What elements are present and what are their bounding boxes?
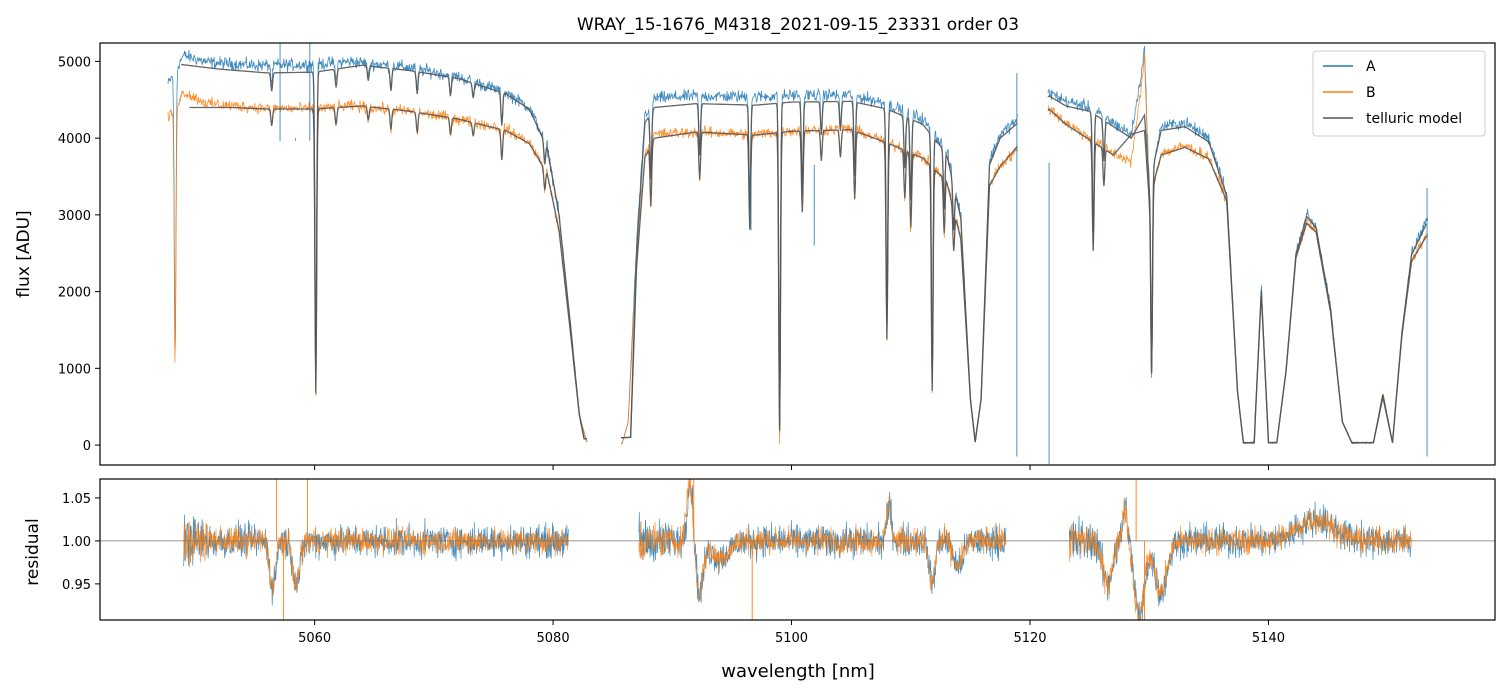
residual-ytick-label: 1.00 <box>62 535 91 550</box>
spectrum-ytick-label: 3000 <box>58 209 91 224</box>
spectrum-ytick-label: 5000 <box>58 55 91 70</box>
residual-xtick-label: 5100 <box>775 631 808 646</box>
chart-title: WRAY_15-1676_M4318_2021-09-15_23331 orde… <box>577 15 1019 35</box>
series-B-line <box>167 53 1429 445</box>
residual-x-ticks: 5060 5080 5100 5120 5140 <box>298 620 1285 646</box>
telluric-model-B-line <box>189 105 1427 444</box>
spectrum-y-ticks: 0 1000 2000 3000 4000 5000 <box>58 55 100 454</box>
spectrum-ytick-label: 1000 <box>58 362 91 377</box>
residual-xtick-label: 5060 <box>298 631 331 646</box>
residual-xtick-label: 5120 <box>1013 631 1046 646</box>
x-axis-label: wavelength [nm] <box>721 661 875 682</box>
residual-y-ticks: 0.95 1.00 1.05 <box>62 492 100 593</box>
residual-panel: 0.95 1.00 1.05 5060 5080 5100 5120 5140 residu… <box>23 478 1496 682</box>
legend-box <box>1312 50 1486 137</box>
spectrum-panel: 0 1000 2000 3000 4000 5000 flux [ADU] A B tel… <box>14 42 1496 470</box>
residual-series <box>100 479 1495 620</box>
spectrum-axes-frame <box>99 42 1496 466</box>
residual-B-line <box>183 479 1412 620</box>
spectrum-ytick-label: 0 <box>83 439 91 454</box>
residual-xtick-label: 5140 <box>1252 631 1285 646</box>
spectrum-ylabel: flux [ADU] <box>14 210 34 297</box>
residual-xtick-label: 5080 <box>537 631 570 646</box>
spectrum-ytick-label: 4000 <box>58 132 91 147</box>
residual-A-line <box>183 479 1412 620</box>
residual-ytick-label: 1.05 <box>62 492 91 507</box>
legend-label-A: A <box>1366 59 1376 75</box>
residual-ylabel: residual <box>23 518 43 585</box>
legend-label-telluric: telluric model <box>1366 111 1462 127</box>
spectrum-ytick-label: 2000 <box>58 286 91 301</box>
legend-label-B: B <box>1366 85 1376 101</box>
legend: A B telluric model <box>1312 50 1486 137</box>
spectrum-series <box>167 43 1429 465</box>
residual-axes-frame <box>99 478 1496 621</box>
spectrum-x-ticks <box>314 465 1269 470</box>
residual-ytick-label: 0.95 <box>62 578 91 593</box>
